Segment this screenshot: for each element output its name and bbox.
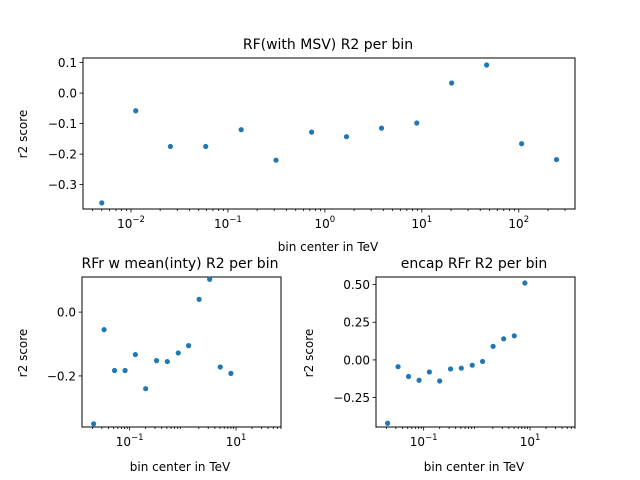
- y-tick-label: −0.3: [48, 178, 77, 192]
- chart-encap-rfr: encap RFr R2 per bin bin center in TeV r…: [302, 256, 576, 474]
- data-point: [217, 364, 223, 370]
- data-point: [167, 143, 173, 150]
- plot-frame: [82, 57, 576, 210]
- y-axis-label: r2 score: [302, 329, 316, 378]
- x-tick-label: 10−1: [116, 433, 144, 449]
- data-point: [273, 157, 279, 163]
- data-point: [91, 421, 97, 427]
- data-point: [133, 108, 139, 114]
- x-tick-label: 102: [508, 215, 529, 231]
- x-tick-label: 10−1: [410, 433, 438, 449]
- data-point: [196, 296, 202, 302]
- data-point: [511, 333, 517, 339]
- data-point: [426, 369, 432, 375]
- data-point: [519, 141, 525, 147]
- plot-frame: [81, 276, 282, 428]
- y-axis-label: r2 score: [16, 110, 30, 159]
- y-tick-label: −0.2: [47, 369, 76, 383]
- y-tick-label: 0.0: [57, 306, 76, 320]
- plot-frame: [375, 276, 576, 428]
- data-point: [414, 120, 420, 126]
- x-axis-label: bin center in TeV: [424, 460, 525, 474]
- data-point: [458, 365, 464, 371]
- y-tick-label: −0.25: [333, 391, 370, 405]
- data-point: [343, 134, 350, 140]
- x-tick-label: 10−1: [214, 215, 242, 231]
- data-point: [228, 370, 234, 376]
- data-point: [122, 367, 128, 374]
- data-point: [447, 366, 454, 372]
- data-point: [175, 350, 181, 356]
- y-tick-label: 0.1: [58, 56, 77, 70]
- data-point: [484, 62, 490, 68]
- data-point: [405, 373, 412, 380]
- y-tick-label: 0.50: [343, 278, 370, 292]
- data-point: [238, 127, 244, 133]
- chart-rfr-mean-inty: RFr w mean(inty) R2 per bin bin center i…: [16, 256, 282, 474]
- chart-rf-with-msv: RF(with MSV) R2 per bin bin center in Te…: [16, 37, 576, 254]
- data-point: [153, 358, 160, 364]
- x-tick-label: 10−2: [117, 215, 145, 231]
- y-tick-label: 0.25: [343, 316, 370, 330]
- x-tick-label: 101: [411, 215, 432, 231]
- data-point: [416, 377, 422, 383]
- data-point: [185, 343, 192, 349]
- chart-title: RF(with MSV) R2 per bin: [243, 37, 413, 53]
- data-point: [469, 362, 475, 368]
- y-tick-label: 0.0: [58, 87, 77, 101]
- data-point: [449, 80, 455, 86]
- data-point: [490, 343, 496, 349]
- x-axis-label: bin center in TeV: [130, 460, 231, 474]
- y-axis-label: r2 score: [16, 329, 30, 378]
- x-tick-label: 100: [315, 215, 336, 231]
- data-point: [553, 156, 560, 163]
- data-point: [437, 378, 443, 384]
- data-point: [207, 276, 213, 282]
- y-tick-label: −0.2: [48, 148, 77, 162]
- chart-title: encap RFr R2 per bin: [401, 256, 548, 272]
- data-point: [203, 143, 209, 150]
- data-point: [385, 420, 391, 426]
- data-point: [479, 358, 486, 365]
- data-point: [132, 351, 138, 358]
- data-point: [501, 336, 507, 342]
- data-point: [395, 364, 401, 370]
- data-point: [309, 129, 315, 135]
- y-tick-label: 0.00: [343, 353, 370, 367]
- data-point: [378, 125, 385, 131]
- x-tick-label: 101: [520, 433, 541, 449]
- data-point: [111, 367, 118, 374]
- x-axis-label: bin center in TeV: [278, 240, 379, 254]
- data-point: [164, 358, 170, 365]
- data-point: [101, 327, 107, 333]
- data-point: [522, 280, 528, 286]
- chart-title: RFr w mean(inty) R2 per bin: [82, 256, 279, 272]
- x-tick-label: 101: [226, 433, 247, 449]
- data-point: [143, 386, 149, 392]
- y-tick-label: −0.1: [48, 117, 77, 131]
- data-point: [99, 200, 105, 206]
